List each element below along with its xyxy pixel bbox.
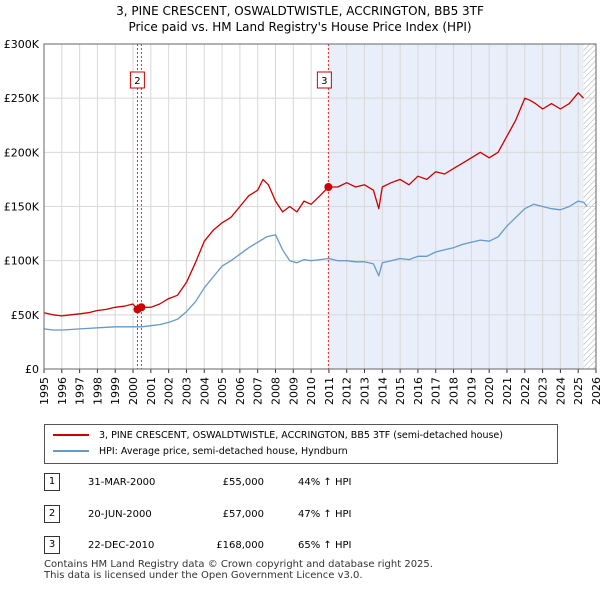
x-tick-label-2001: 2001	[145, 377, 158, 405]
sale-point-2	[137, 303, 146, 312]
x-tick-label-2010: 2010	[305, 377, 318, 405]
x-tick-label-2025: 2025	[572, 377, 585, 405]
x-tick-label-2000: 2000	[127, 377, 140, 405]
footer: Contains HM Land Registry data © Crown c…	[44, 559, 433, 581]
x-tick-label-2002: 2002	[163, 377, 176, 405]
x-tick-label-2008: 2008	[269, 377, 282, 405]
plot-frame	[43, 43, 597, 370]
x-tick-label-1995: 1995	[38, 377, 51, 405]
footer-line2: This data is licensed under the Open Gov…	[44, 570, 363, 581]
y-tick-label-0: £0	[25, 363, 39, 376]
y-tick-label-4: £200K	[4, 146, 40, 159]
chart-title-line2: Price paid vs. HM Land Registry's House …	[128, 20, 472, 34]
footer-line1: Contains HM Land Registry data © Crown c…	[44, 559, 433, 570]
sale-date-2: 20-JUN-2000	[88, 509, 152, 520]
sale-date-1: 31-MAR-2000	[88, 477, 156, 488]
sale-badge-3: 3	[44, 536, 60, 554]
legend-entry-hpi: HPI: Average price, semi-detached house,…	[53, 444, 348, 460]
legend-swatch-hpi	[53, 449, 89, 452]
x-tick-label-2006: 2006	[234, 377, 247, 405]
x-tick-label-2026: 2026	[590, 377, 600, 405]
legend-swatch-property	[53, 433, 89, 436]
x-tick-label-2019: 2019	[465, 377, 478, 405]
legend-entry-property: 3, PINE CRESCENT, OSWALDTWISTLE, ACCRING…	[53, 428, 503, 444]
x-tick-label-2005: 2005	[216, 377, 229, 405]
sale-price-1: £55,000	[222, 477, 264, 488]
legend-label-hpi: HPI: Average price, semi-detached house,…	[99, 446, 348, 457]
y-tick-label-6: £300K	[4, 38, 40, 51]
y-tick-label-1: £50K	[11, 309, 40, 322]
x-tick-label-2021: 2021	[501, 377, 514, 405]
y-tick-label-5: £250K	[4, 92, 40, 105]
y-tick-label-3: £150K	[4, 201, 40, 214]
hpi-line	[44, 200, 588, 331]
sale-box-label-2: 2	[134, 76, 140, 87]
sale-point-3	[324, 183, 333, 191]
x-tick-label-2024: 2024	[554, 377, 567, 405]
legend-label-property: 3, PINE CRESCENT, OSWALDTWISTLE, ACCRING…	[99, 430, 503, 441]
price-chart: 2 3 £0 £50K £100K £150K £200K £250K £300K 1995 19…	[4, 38, 600, 405]
x-tick-label-2014: 2014	[376, 377, 389, 405]
x-tick-label-2012: 2012	[341, 377, 354, 405]
x-tick-label-2020: 2020	[483, 377, 496, 405]
x-tick-label-2017: 2017	[430, 377, 443, 405]
sale-box-3	[316, 71, 332, 89]
x-tick-label-2011: 2011	[323, 377, 336, 405]
x-tick-label-1999: 1999	[109, 377, 122, 405]
sale-box-label-3: 3	[321, 76, 327, 87]
chart-title: 3, PINE CRESCENT, OSWALDTWISTLE, ACCRING…	[0, 3, 600, 35]
x-tick-label-2004: 2004	[198, 377, 211, 405]
x-tick-label-2018: 2018	[448, 377, 461, 405]
sale-hpi-1: 44% ↑ HPI	[298, 477, 352, 488]
x-tick-label-2015: 2015	[394, 377, 407, 405]
x-tick-label-2003: 2003	[180, 377, 193, 405]
x-tick-label-2023: 2023	[537, 377, 550, 405]
sale-date-3: 22-DEC-2010	[88, 540, 155, 551]
sale-badge-2: 2	[44, 505, 60, 523]
x-tick-label-1998: 1998	[91, 377, 104, 405]
sale-badge-1: 1	[44, 473, 60, 491]
x-tick-label-2013: 2013	[359, 377, 372, 405]
x-tick-label-2007: 2007	[252, 377, 265, 405]
chart-legend: 3, PINE CRESCENT, OSWALDTWISTLE, ACCRING…	[44, 424, 558, 464]
sale-hpi-2: 47% ↑ HPI	[298, 509, 352, 520]
sale-box-2	[129, 71, 145, 89]
x-tick-label-2022: 2022	[519, 377, 532, 405]
sale-price-3: £168,000	[216, 540, 264, 551]
sale-hpi-3: 65% ↑ HPI	[298, 540, 352, 551]
sale-price-2: £57,000	[222, 509, 264, 520]
x-tick-label-1996: 1996	[56, 377, 69, 405]
chart-title-line1: 3, PINE CRESCENT, OSWALDTWISTLE, ACCRING…	[116, 4, 484, 18]
x-tick-label-1997: 1997	[74, 377, 87, 405]
x-tick-label-2016: 2016	[412, 377, 425, 405]
x-tick-label-2009: 2009	[287, 377, 300, 405]
y-tick-label-2: £100K	[4, 255, 40, 268]
